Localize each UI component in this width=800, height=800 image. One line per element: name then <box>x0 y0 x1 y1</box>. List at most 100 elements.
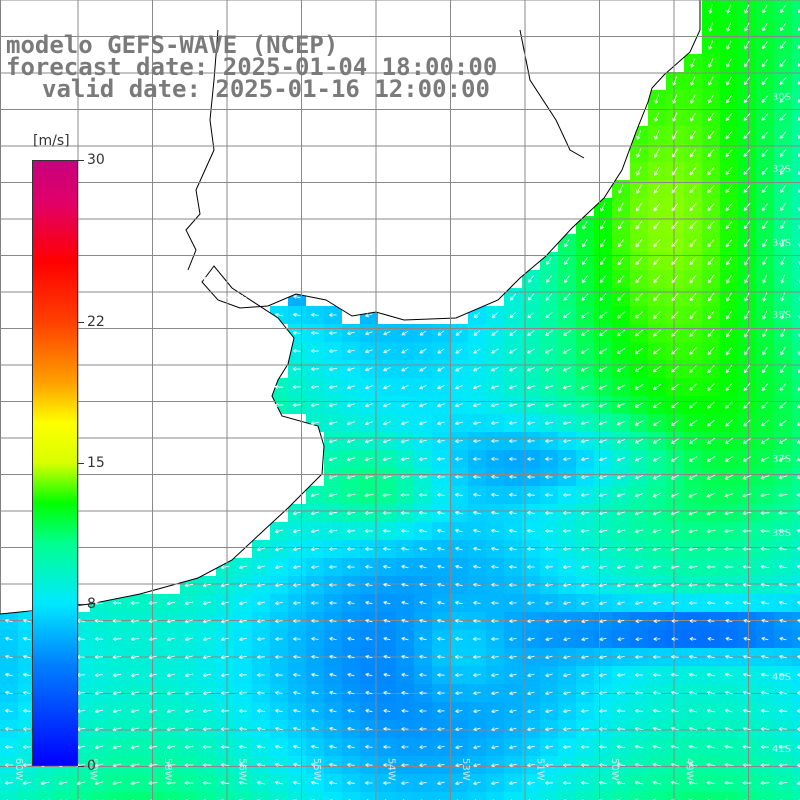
wind-arrow <box>310 348 319 354</box>
wind-arrow <box>544 763 553 768</box>
wind-arrow <box>130 745 140 750</box>
wind-arrow <box>274 312 283 317</box>
wind-cell <box>288 792 306 800</box>
wind-arrow <box>653 257 661 266</box>
wind-arrow <box>688 511 698 516</box>
wind-arrow <box>365 762 373 767</box>
wind-arrow <box>599 311 607 319</box>
wind-arrow <box>419 781 427 786</box>
wind-arrow <box>796 510 800 515</box>
wind-arrow <box>473 528 481 533</box>
wind-arrow <box>166 691 176 696</box>
wind-arrow <box>762 364 768 374</box>
wind-arrow <box>382 475 392 480</box>
wind-arrow <box>743 654 751 659</box>
longitude-label: 59W <box>88 758 99 781</box>
wind-arrow <box>762 310 768 320</box>
wind-arrow <box>598 547 608 552</box>
wind-cell <box>792 558 800 576</box>
wind-arrow <box>437 421 445 426</box>
wind-arrow <box>742 564 752 569</box>
wind-arrow <box>365 349 373 354</box>
wind-arrow <box>652 365 662 373</box>
wind-arrow <box>328 475 338 480</box>
wind-arrow <box>562 565 571 570</box>
wind-arrow <box>455 745 463 750</box>
wind-cell <box>180 792 198 800</box>
wind-arrow <box>347 582 355 587</box>
wind-arrow <box>455 564 463 569</box>
wind-arrow <box>706 492 716 498</box>
wind-arrow <box>726 4 731 14</box>
wind-cell <box>792 450 800 468</box>
wind-arrow <box>184 583 194 588</box>
wind-arrow <box>310 493 320 498</box>
wind-arrow <box>706 726 716 731</box>
wind-arrow <box>526 403 536 408</box>
wind-arrow <box>743 76 751 86</box>
wind-arrow <box>707 654 715 659</box>
wind-arrow <box>166 763 176 768</box>
wind-arrow <box>652 726 662 731</box>
wind-arrow <box>202 655 211 660</box>
wind-arrow <box>419 763 427 768</box>
wind-arrow <box>778 546 788 551</box>
wind-cell <box>450 792 468 800</box>
wind-arrow <box>742 744 752 749</box>
wind-arrow <box>274 762 283 767</box>
wind-arrow <box>617 619 625 624</box>
wind-arrow <box>760 511 770 516</box>
wind-arrow <box>508 403 518 408</box>
wind-arrow <box>310 529 320 534</box>
wind-cell <box>792 594 800 612</box>
wind-arrow <box>220 619 229 624</box>
wind-cell <box>792 288 800 306</box>
wind-arrow <box>527 691 535 696</box>
wind-arrow <box>652 383 662 391</box>
wind-arrow <box>760 493 770 498</box>
wind-arrow <box>346 529 356 534</box>
wind-cell <box>72 792 90 800</box>
wind-arrow <box>670 456 680 462</box>
wind-arrow <box>220 780 230 785</box>
wind-arrow <box>256 708 265 713</box>
wind-arrow <box>419 403 427 408</box>
wind-arrow <box>365 385 373 390</box>
wind-arrow <box>473 727 481 732</box>
wind-arrow <box>346 403 355 408</box>
wind-arrow <box>616 420 626 426</box>
wind-arrow <box>437 690 445 696</box>
wind-arrow <box>455 672 463 678</box>
wind-arrow <box>652 420 662 426</box>
wind-arrow <box>653 184 661 194</box>
wind-arrow <box>580 529 590 534</box>
wind-arrow <box>688 419 697 427</box>
wind-arrow <box>5 618 13 623</box>
wind-arrow <box>653 311 661 319</box>
wind-arrow <box>4 726 13 731</box>
wind-arrow <box>743 220 751 230</box>
wind-arrow <box>148 601 158 606</box>
wind-arrow <box>580 385 590 390</box>
wind-arrow <box>760 438 770 444</box>
wind-arrow <box>148 655 158 660</box>
wind-arrow <box>780 220 786 230</box>
wind-arrow <box>654 112 660 122</box>
wind-arrow <box>724 726 734 731</box>
wind-arrow <box>383 564 391 569</box>
wind-arrow <box>760 546 770 551</box>
wind-arrow <box>526 492 535 497</box>
wind-arrow <box>580 475 589 480</box>
wind-arrow <box>598 744 608 749</box>
wind-arrow <box>761 636 769 641</box>
wind-arrow <box>707 347 715 356</box>
wind-arrow <box>275 672 283 677</box>
wind-arrow <box>166 673 176 678</box>
wind-arrow <box>544 546 553 552</box>
wind-arrow <box>275 690 283 695</box>
wind-cell <box>504 792 522 800</box>
wind-arrow <box>562 547 572 552</box>
wind-arrow <box>184 673 193 678</box>
wind-arrow <box>563 275 571 283</box>
wind-arrow <box>707 401 715 409</box>
